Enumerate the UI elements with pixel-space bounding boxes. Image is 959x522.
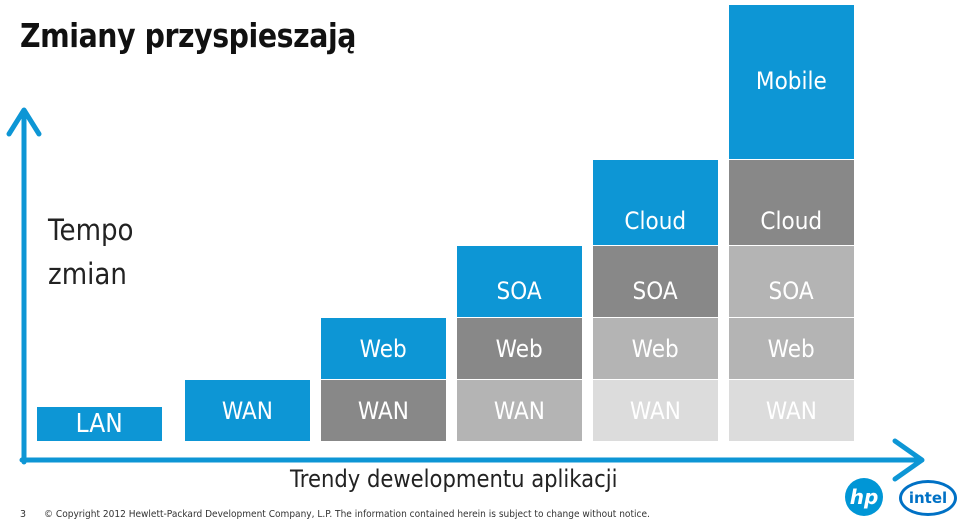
x-axis-label: Trendy dewelopmentu aplikacji — [290, 465, 618, 493]
block-label: SOA — [632, 277, 679, 305]
block-5-soa: SOA — [593, 246, 718, 317]
block-label: WAN — [357, 396, 410, 425]
block-6-soa: SOA — [729, 246, 854, 317]
block-5-cloud: Cloud — [593, 160, 718, 245]
block-label: Web — [359, 334, 408, 363]
block-label: Cloud — [624, 207, 687, 235]
block-label: LAN — [75, 409, 124, 439]
block-4-web: Web — [457, 318, 582, 379]
slide-title: Zmiany przyspieszają — [20, 16, 356, 55]
block-5-wan: WAN — [593, 380, 718, 441]
block-label: Cloud — [760, 207, 823, 235]
block-3-web: Web — [321, 318, 446, 379]
block-label: Web — [767, 334, 816, 363]
hp-logo-icon: hp — [845, 478, 883, 516]
footer: 3 © Copyright 2012 Hewlett-Packard Devel… — [0, 509, 959, 522]
copyright-notice: © Copyright 2012 Hewlett-Packard Develop… — [44, 509, 650, 520]
x-axis-arrowhead — [892, 438, 925, 482]
block-6-mobile: Mobile — [729, 5, 854, 159]
y-axis-label: Tempo zmian — [48, 208, 134, 296]
block-label: Mobile — [756, 67, 827, 95]
block-label: Web — [631, 334, 680, 363]
page-number: 3 — [20, 509, 27, 520]
block-4-soa: SOA — [457, 246, 582, 317]
y-axis-label-line-2: zmian — [48, 257, 127, 291]
block-2-wan: WAN — [185, 380, 310, 441]
block-6-wan: WAN — [729, 380, 854, 441]
block-label: WAN — [221, 396, 274, 425]
intel-logo-text: intel — [908, 489, 948, 507]
y-axis-label-line-1: Tempo — [48, 213, 134, 247]
intel-logo-icon: intel — [899, 480, 957, 516]
block-label: Web — [495, 334, 544, 363]
block-5-web: Web — [593, 318, 718, 379]
block-label: SOA — [768, 277, 815, 305]
block-6-cloud: Cloud — [729, 160, 854, 245]
block-label: WAN — [493, 396, 546, 425]
block-label: WAN — [629, 396, 682, 425]
block-3-wan: WAN — [321, 380, 446, 441]
y-axis-arrowhead — [6, 107, 42, 137]
hp-logo-text: hp — [849, 485, 879, 509]
block-label: SOA — [496, 277, 543, 305]
block-1-lan: LAN — [37, 407, 162, 441]
block-label: WAN — [765, 396, 818, 425]
block-4-wan: WAN — [457, 380, 582, 441]
block-6-web: Web — [729, 318, 854, 379]
